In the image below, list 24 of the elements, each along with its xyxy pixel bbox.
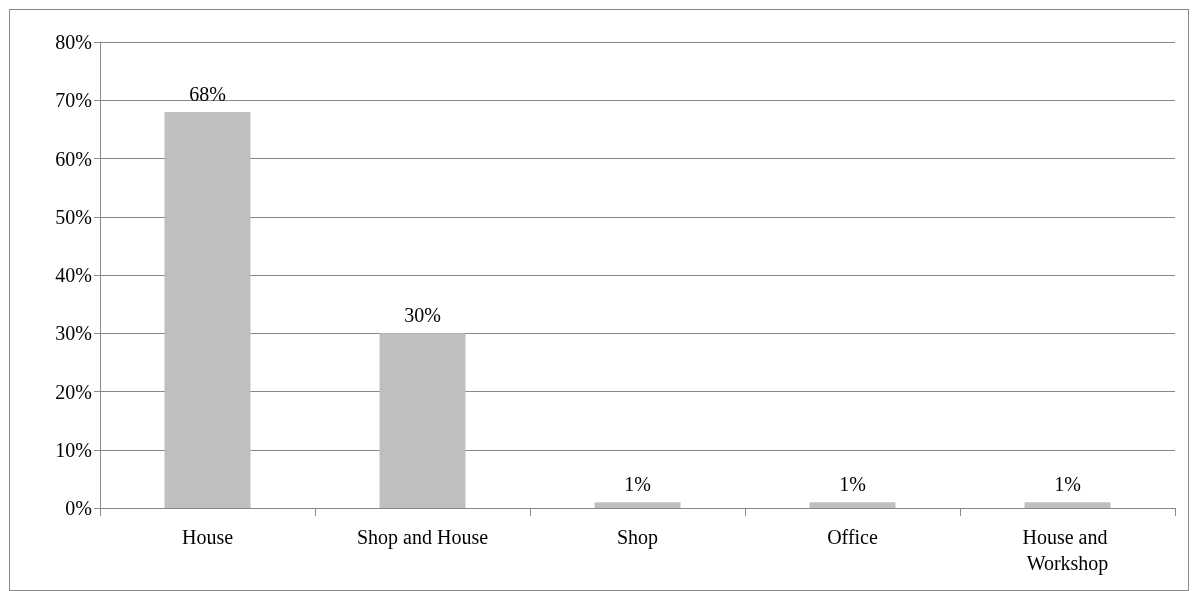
y-tick-label: 30% — [55, 322, 92, 345]
y-tick-label: 0% — [65, 497, 92, 519]
y-tick-label: 20% — [55, 380, 92, 403]
y-tick-label: 10% — [55, 438, 92, 461]
data-label: 30% — [404, 304, 441, 327]
y-tick-label: 80% — [55, 31, 92, 53]
x-tick-label: Shop and House — [356, 526, 489, 549]
data-label: 1% — [624, 473, 651, 496]
x-tick-label: House — [181, 526, 234, 548]
data-label: 1% — [839, 473, 866, 496]
y-tick-label: 40% — [55, 264, 92, 286]
y-tick-label: 60% — [55, 147, 92, 170]
bar — [164, 111, 251, 508]
x-tick-label: Shop — [616, 526, 659, 549]
data-label: 68% — [189, 82, 226, 105]
x-tick-label: House and Workshop — [1022, 526, 1113, 575]
y-tick-label: 50% — [55, 205, 92, 228]
bar — [594, 502, 681, 508]
y-tick-label: 70% — [55, 89, 92, 112]
x-tick-label: Office — [827, 526, 878, 548]
bar — [809, 502, 896, 508]
data-label: 1% — [1054, 473, 1081, 496]
bar — [379, 333, 466, 508]
bar — [1024, 502, 1111, 508]
